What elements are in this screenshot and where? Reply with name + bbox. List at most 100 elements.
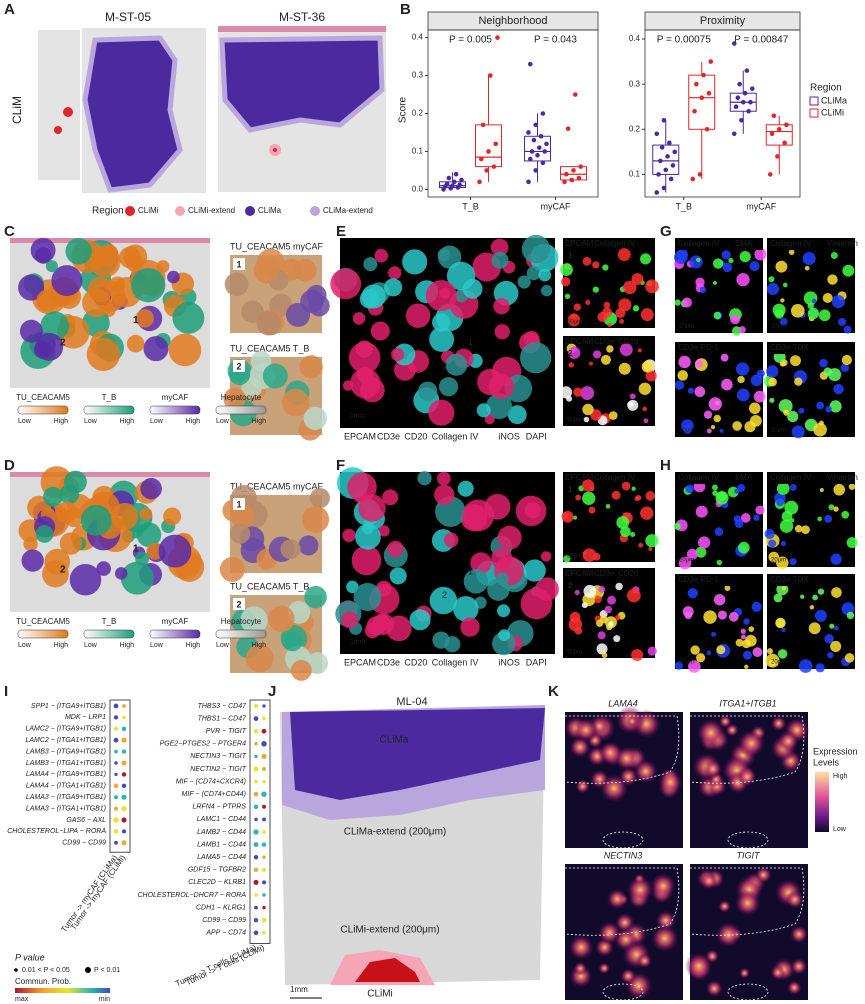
texture [794, 377, 803, 386]
texture [816, 401, 825, 410]
texture [126, 334, 145, 353]
expression-spot [696, 718, 726, 748]
texture [281, 388, 310, 417]
texture [497, 604, 511, 618]
point [477, 179, 482, 185]
expression-spot [738, 967, 751, 979]
texture [582, 256, 592, 266]
texture [752, 647, 763, 658]
region-outline [727, 831, 769, 849]
texture [794, 524, 803, 533]
texture [732, 421, 742, 431]
point [776, 126, 782, 132]
texture [735, 638, 744, 647]
texture [219, 556, 245, 582]
legend-swatch [310, 206, 320, 216]
y-tick-label: 0.4 [412, 33, 424, 42]
region-label: CLiMi-extend (200μm) [340, 925, 439, 936]
roi-marker: 2 [442, 362, 447, 372]
texture [802, 252, 816, 266]
point [526, 130, 531, 135]
expression-spot [685, 952, 713, 980]
colorbar [815, 772, 829, 832]
texture [750, 374, 763, 387]
scale-bar: 20μm [679, 324, 694, 330]
point [731, 131, 737, 137]
texture [740, 513, 751, 523]
texture [253, 257, 279, 284]
point [661, 185, 667, 191]
texture [719, 428, 724, 433]
scale-bar: 20μm [679, 428, 694, 434]
stain-label: SMA [735, 239, 753, 248]
texture [627, 401, 634, 408]
texture [583, 416, 590, 423]
texture [280, 539, 301, 560]
texture [713, 414, 721, 423]
texture [754, 248, 767, 261]
stain-legend: CD3e [377, 657, 400, 667]
texture [582, 403, 594, 416]
scale-title: Hepatocyte [221, 393, 262, 402]
stain-legend: iNOS [498, 657, 520, 667]
tissue [218, 26, 386, 32]
texture [526, 266, 541, 281]
texture [69, 563, 102, 596]
texture [711, 484, 718, 491]
texture [256, 310, 281, 336]
texture [721, 250, 731, 260]
point [733, 104, 739, 110]
tile-header [675, 574, 763, 586]
texture [812, 594, 818, 601]
p-value: P = 0.00847 [734, 35, 788, 46]
point [533, 122, 538, 128]
texture [645, 370, 657, 382]
inset-stain: Collagen IV [594, 473, 636, 482]
texture [388, 266, 402, 280]
texture [429, 586, 458, 615]
texture [677, 370, 688, 381]
scale-title: T_B [102, 617, 117, 626]
lr-pair: MDK − LRP1 [65, 714, 106, 721]
texture [607, 323, 612, 328]
point [668, 176, 674, 182]
facet-title: Proximity [700, 15, 746, 27]
texture [846, 537, 858, 549]
p-value: P = 0.043 [534, 35, 577, 46]
expression-spot [573, 717, 599, 743]
texture [135, 551, 150, 566]
lr-pair: THBS1 − CD47 [198, 715, 248, 722]
scale-bar: 20μm [771, 660, 786, 666]
texture [713, 593, 726, 606]
plot-frame [644, 29, 801, 198]
tile-header [675, 238, 763, 250]
texture [755, 505, 765, 515]
point [690, 176, 696, 182]
point [528, 156, 533, 162]
stain-label: Collagen IV [770, 473, 812, 482]
texture [823, 367, 833, 377]
roi-marker: 1 [133, 544, 139, 555]
dot [113, 703, 119, 709]
stain-legend: DAPI [526, 657, 547, 667]
texture [789, 483, 797, 491]
texture [486, 393, 513, 420]
texture [55, 501, 78, 523]
dot [113, 817, 119, 823]
point [731, 41, 737, 46]
texture [776, 498, 785, 507]
point [706, 90, 712, 96]
texture [608, 621, 614, 627]
texture [829, 400, 842, 413]
texture [808, 622, 821, 635]
texture [766, 648, 773, 655]
legend-title: Expression [813, 746, 858, 756]
scale-bar: 20μm [771, 428, 786, 434]
dot [121, 805, 127, 812]
dot [254, 741, 258, 746]
lr-pair: SPP1 − (ITGA9+ITGB1) [31, 703, 106, 710]
texture [35, 247, 52, 264]
texture [611, 490, 621, 500]
stain-legend: EPCAM [344, 657, 376, 667]
texture [774, 309, 785, 319]
